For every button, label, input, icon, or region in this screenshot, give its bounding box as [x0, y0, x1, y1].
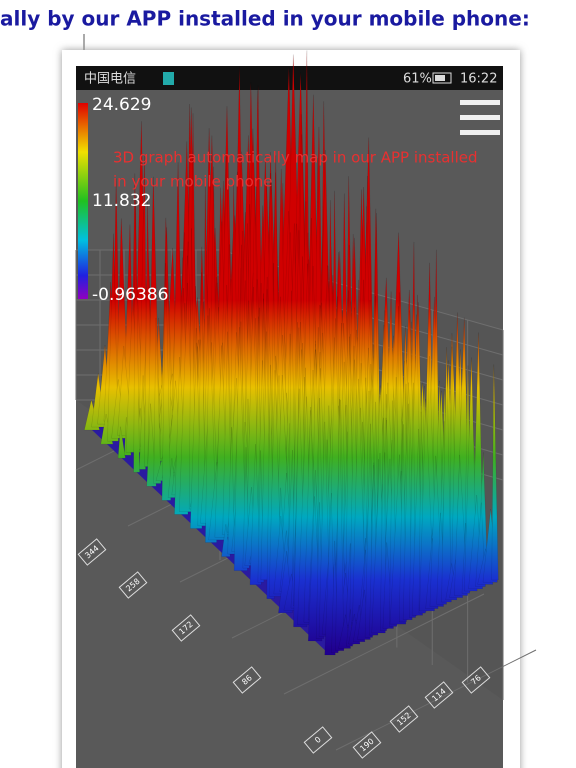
- status-icon: [163, 72, 174, 85]
- axis-label-box: [77, 538, 107, 566]
- surface-spike: [249, 444, 262, 585]
- surface: [84, 50, 499, 656]
- status-bar: [76, 66, 503, 90]
- surface-spike: [205, 308, 217, 543]
- surface-spike: [409, 382, 416, 618]
- axis-label: 0: [303, 726, 333, 754]
- annotation: 3D graph automatically map in our APP in…: [113, 149, 478, 167]
- battery-level: [435, 75, 445, 81]
- surface-spike: [379, 417, 387, 631]
- carrier: 中国电信: [84, 72, 136, 87]
- axis-label-box: [461, 666, 491, 694]
- surface-spike: [161, 263, 172, 501]
- surface-spike: [117, 426, 126, 459]
- colorbar-mid: 11.832: [92, 191, 151, 211]
- grid-line: [283, 593, 485, 695]
- surface-spike: [364, 423, 373, 638]
- surface-spike: [107, 233, 119, 442]
- surface-spike: [335, 399, 345, 651]
- menu-bar[interactable]: [460, 130, 500, 135]
- axis-label-box: [352, 731, 382, 759]
- menu-button[interactable]: [460, 100, 500, 135]
- surface-spike: [402, 403, 413, 620]
- menu-bar[interactable]: [460, 115, 500, 120]
- surface-spike: [233, 327, 248, 571]
- colorbar-min: -0.96386: [92, 285, 168, 305]
- surface-spike: [197, 272, 206, 527]
- axis-label-text: 0: [313, 735, 323, 745]
- axis-label-box: [389, 705, 419, 733]
- menu-bar[interactable]: [460, 100, 500, 105]
- battery: 61%: [403, 72, 432, 87]
- surface-spike: [227, 427, 236, 555]
- axis-label-box: [303, 726, 333, 754]
- surface-spike: [139, 375, 146, 470]
- colorbar: [78, 103, 88, 299]
- surface-spike: [491, 364, 499, 581]
- time: 16:22: [460, 72, 497, 87]
- axis-label-box: [232, 666, 262, 694]
- battery-icon: [432, 72, 452, 84]
- annotation: in your mobile phone: [113, 173, 273, 191]
- axis-label-box: [171, 614, 201, 642]
- surface-spike: [153, 317, 162, 484]
- axis-label-box: [118, 571, 148, 599]
- surface-spike: [441, 347, 452, 603]
- colorbar-max: 24.629: [92, 95, 151, 115]
- surface-spike: [146, 403, 157, 487]
- header-text: ally by our APP installed in your mobile…: [0, 7, 530, 31]
- axis-label-box: [424, 681, 454, 709]
- surface-spike: [133, 196, 140, 473]
